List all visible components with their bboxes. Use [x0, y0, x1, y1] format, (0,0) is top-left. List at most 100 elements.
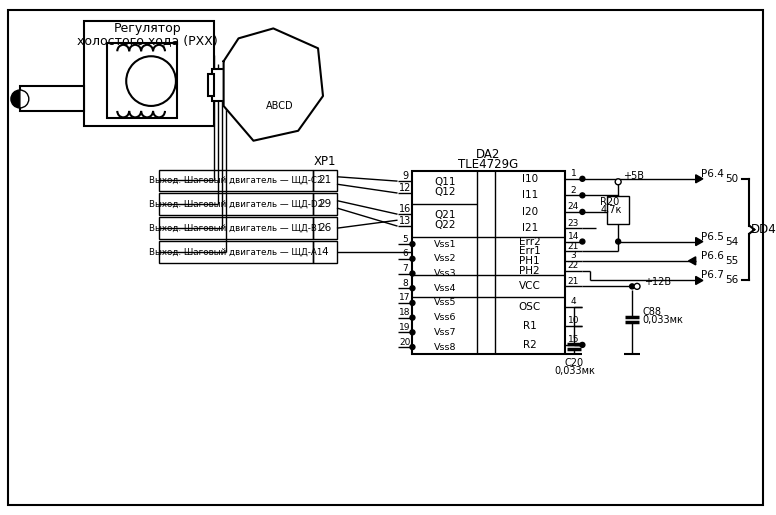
Text: 21: 21	[568, 277, 579, 286]
Text: 4: 4	[570, 298, 577, 306]
Text: 50: 50	[726, 174, 739, 184]
Bar	[313, 194, 337, 215]
Polygon shape	[223, 28, 323, 141]
Circle shape	[580, 210, 585, 214]
Bar	[313, 241, 337, 263]
Text: C88: C88	[642, 307, 661, 317]
Circle shape	[410, 256, 415, 261]
Circle shape	[410, 300, 415, 305]
Wedge shape	[20, 90, 29, 108]
Bar	[258, 79, 265, 97]
Circle shape	[629, 284, 635, 289]
Text: +5В: +5В	[623, 171, 644, 181]
Polygon shape	[696, 277, 703, 284]
Text: 0,033мк: 0,033мк	[554, 366, 595, 376]
Bar	[20, 86, 85, 111]
Text: XP1: XP1	[314, 155, 336, 168]
Bar	[313, 169, 337, 192]
Circle shape	[615, 239, 621, 244]
Text: Выход. Шаговый двигатель — ЩД-С2: Выход. Шаговый двигатель — ЩД-С2	[149, 176, 323, 185]
Text: Q21: Q21	[434, 210, 456, 220]
Text: Vss3: Vss3	[434, 269, 456, 278]
Bar	[293, 79, 301, 97]
Text: Vss5: Vss5	[434, 298, 456, 307]
Text: +12В: +12В	[644, 278, 671, 287]
Text: 56: 56	[726, 276, 739, 285]
Text: DD4: DD4	[750, 223, 776, 236]
Circle shape	[580, 342, 585, 348]
Text: I20: I20	[521, 207, 538, 217]
Circle shape	[634, 283, 640, 289]
Text: 23: 23	[568, 219, 579, 228]
Bar	[159, 194, 313, 215]
Text: Vss7: Vss7	[434, 328, 456, 337]
Text: C20: C20	[565, 358, 584, 368]
Bar	[413, 170, 564, 354]
Text: 6: 6	[402, 249, 408, 259]
Text: 9: 9	[402, 171, 408, 181]
Circle shape	[410, 271, 415, 276]
Text: 20: 20	[400, 337, 411, 347]
Text: 15: 15	[568, 335, 579, 345]
Text: Выход. Шаговый двигатель — ЩД-В1: Выход. Шаговый двигатель — ЩД-В1	[149, 224, 323, 233]
Circle shape	[615, 179, 621, 185]
Bar	[159, 169, 313, 192]
Text: 10: 10	[568, 316, 579, 325]
Text: 18: 18	[399, 308, 411, 317]
Text: 1: 1	[570, 169, 577, 178]
Bar	[107, 43, 177, 118]
Text: 29: 29	[318, 199, 331, 209]
Wedge shape	[11, 90, 20, 108]
Text: P6.7: P6.7	[701, 270, 723, 281]
Circle shape	[580, 239, 585, 244]
Bar	[281, 79, 289, 97]
Bar	[313, 217, 337, 239]
Text: Выход. Шаговый двигатель — ЩД-А1: Выход. Шаговый двигатель — ЩД-А1	[149, 248, 323, 256]
Text: Vss1: Vss1	[434, 239, 456, 249]
Text: холостого хода (РХХ): холостого хода (РХХ)	[77, 34, 217, 47]
Text: 21: 21	[568, 242, 579, 251]
Text: 24: 24	[568, 202, 579, 212]
Polygon shape	[696, 175, 703, 183]
Text: 54: 54	[726, 236, 739, 247]
Text: 19: 19	[399, 323, 411, 332]
Bar	[159, 217, 313, 239]
Circle shape	[410, 345, 415, 350]
Text: Q12: Q12	[434, 187, 456, 197]
Bar	[85, 22, 213, 126]
Text: Err1: Err1	[519, 246, 541, 256]
Text: I10: I10	[521, 174, 538, 184]
Text: 4: 4	[322, 247, 328, 257]
Circle shape	[410, 286, 415, 290]
Text: 7: 7	[402, 264, 408, 273]
Text: 13: 13	[399, 216, 411, 226]
Text: DA2: DA2	[476, 148, 501, 161]
Text: VCC: VCC	[519, 281, 541, 291]
Text: I11: I11	[521, 191, 538, 200]
Circle shape	[126, 56, 176, 106]
Text: Vss2: Vss2	[434, 254, 456, 263]
Text: 22: 22	[568, 261, 579, 270]
Text: Vss8: Vss8	[434, 342, 456, 352]
Circle shape	[580, 176, 585, 181]
Text: 17: 17	[399, 294, 411, 302]
Text: 21: 21	[318, 176, 331, 185]
Text: ABCD: ABCD	[265, 101, 293, 111]
Text: P6.4: P6.4	[701, 169, 723, 179]
Bar	[269, 79, 277, 97]
Circle shape	[410, 315, 415, 320]
Bar	[208, 74, 213, 96]
Text: OSC: OSC	[518, 302, 541, 312]
Text: R2: R2	[523, 340, 536, 350]
Bar	[159, 241, 313, 263]
Circle shape	[410, 330, 415, 335]
Text: 3: 3	[570, 251, 577, 261]
Text: Vss6: Vss6	[434, 313, 456, 322]
Circle shape	[580, 193, 585, 198]
Text: PH2: PH2	[519, 266, 540, 276]
Bar	[608, 196, 629, 224]
Polygon shape	[688, 257, 696, 265]
Circle shape	[410, 242, 415, 247]
Text: 8: 8	[402, 279, 408, 288]
Text: Vss4: Vss4	[434, 284, 456, 293]
